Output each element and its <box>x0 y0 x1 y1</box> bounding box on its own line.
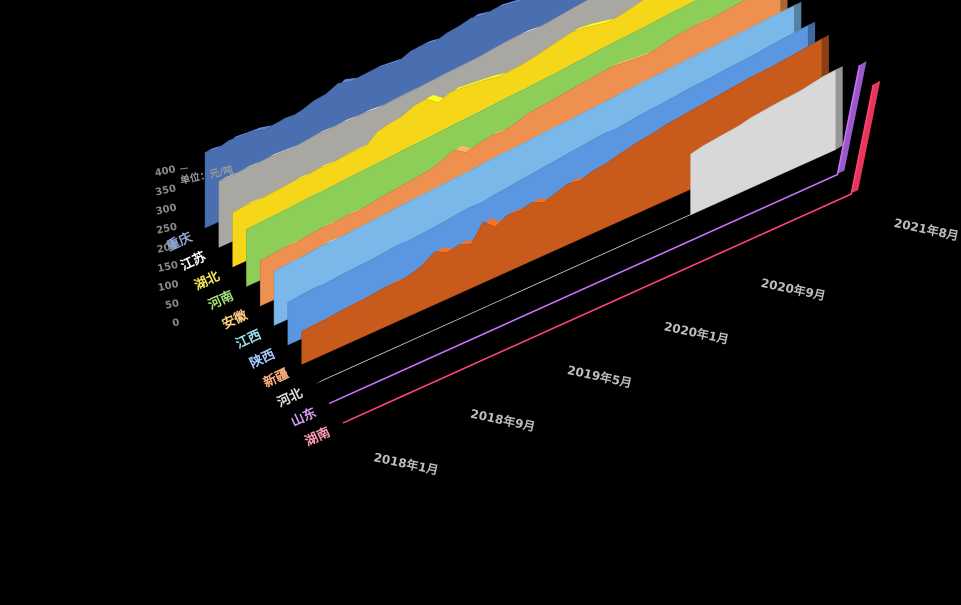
series-area-7 <box>301 38 823 365</box>
y-tick-label: 200 <box>156 241 179 256</box>
series-label-7: 新疆 <box>261 366 291 391</box>
series-top-0 <box>205 0 522 153</box>
series-ribbon-9 <box>328 61 867 405</box>
series-label-10: 湖南 <box>302 424 332 449</box>
x-tick-label: 2021年8月 <box>893 215 960 243</box>
x-tick-label: 2018年1月 <box>372 449 439 477</box>
series-endcap-8 <box>835 66 843 150</box>
y-tick-label: 150 <box>156 260 179 275</box>
series-top-4 <box>260 0 746 261</box>
x-tick-label: 2018年9月 <box>469 406 536 434</box>
series-label-1: 江苏 <box>178 249 208 274</box>
series-ribbons <box>204 0 881 424</box>
x-tick-label: 2020年1月 <box>663 318 730 346</box>
y-tick-mark <box>179 167 189 170</box>
series-label-6: 陕西 <box>247 346 277 371</box>
series-label-8: 河北 <box>275 385 305 410</box>
series-area-8 <box>690 69 836 216</box>
series-label-2: 湖北 <box>192 269 222 294</box>
series-ribbon-8 <box>315 66 843 384</box>
y-tick-label: 100 <box>157 279 180 294</box>
series-rail-8 <box>315 211 698 384</box>
series-ribbon-10 <box>342 80 881 424</box>
series-area-6 <box>287 25 809 346</box>
series-top-3 <box>246 0 697 230</box>
series-rail-edge-10 <box>342 84 875 424</box>
series-label-3: 河南 <box>206 288 236 313</box>
series-label-9: 山东 <box>289 405 319 430</box>
series-rail-edge-9 <box>328 65 861 405</box>
y-tick-label: 50 <box>164 298 180 312</box>
y-tick-label: 0 <box>172 317 181 329</box>
series-top-2 <box>232 0 645 213</box>
y-tick-label: 250 <box>155 222 178 237</box>
y-tick-label: 350 <box>154 183 177 198</box>
x-tick-label: 2020年9月 <box>760 275 827 303</box>
y-tick-label: 400 <box>154 164 177 179</box>
y-tick-label: 300 <box>155 202 178 217</box>
series-label-5: 江西 <box>233 327 263 352</box>
x-tick-label: 2019年5月 <box>566 362 633 390</box>
series-label-4: 安徽 <box>220 307 251 333</box>
